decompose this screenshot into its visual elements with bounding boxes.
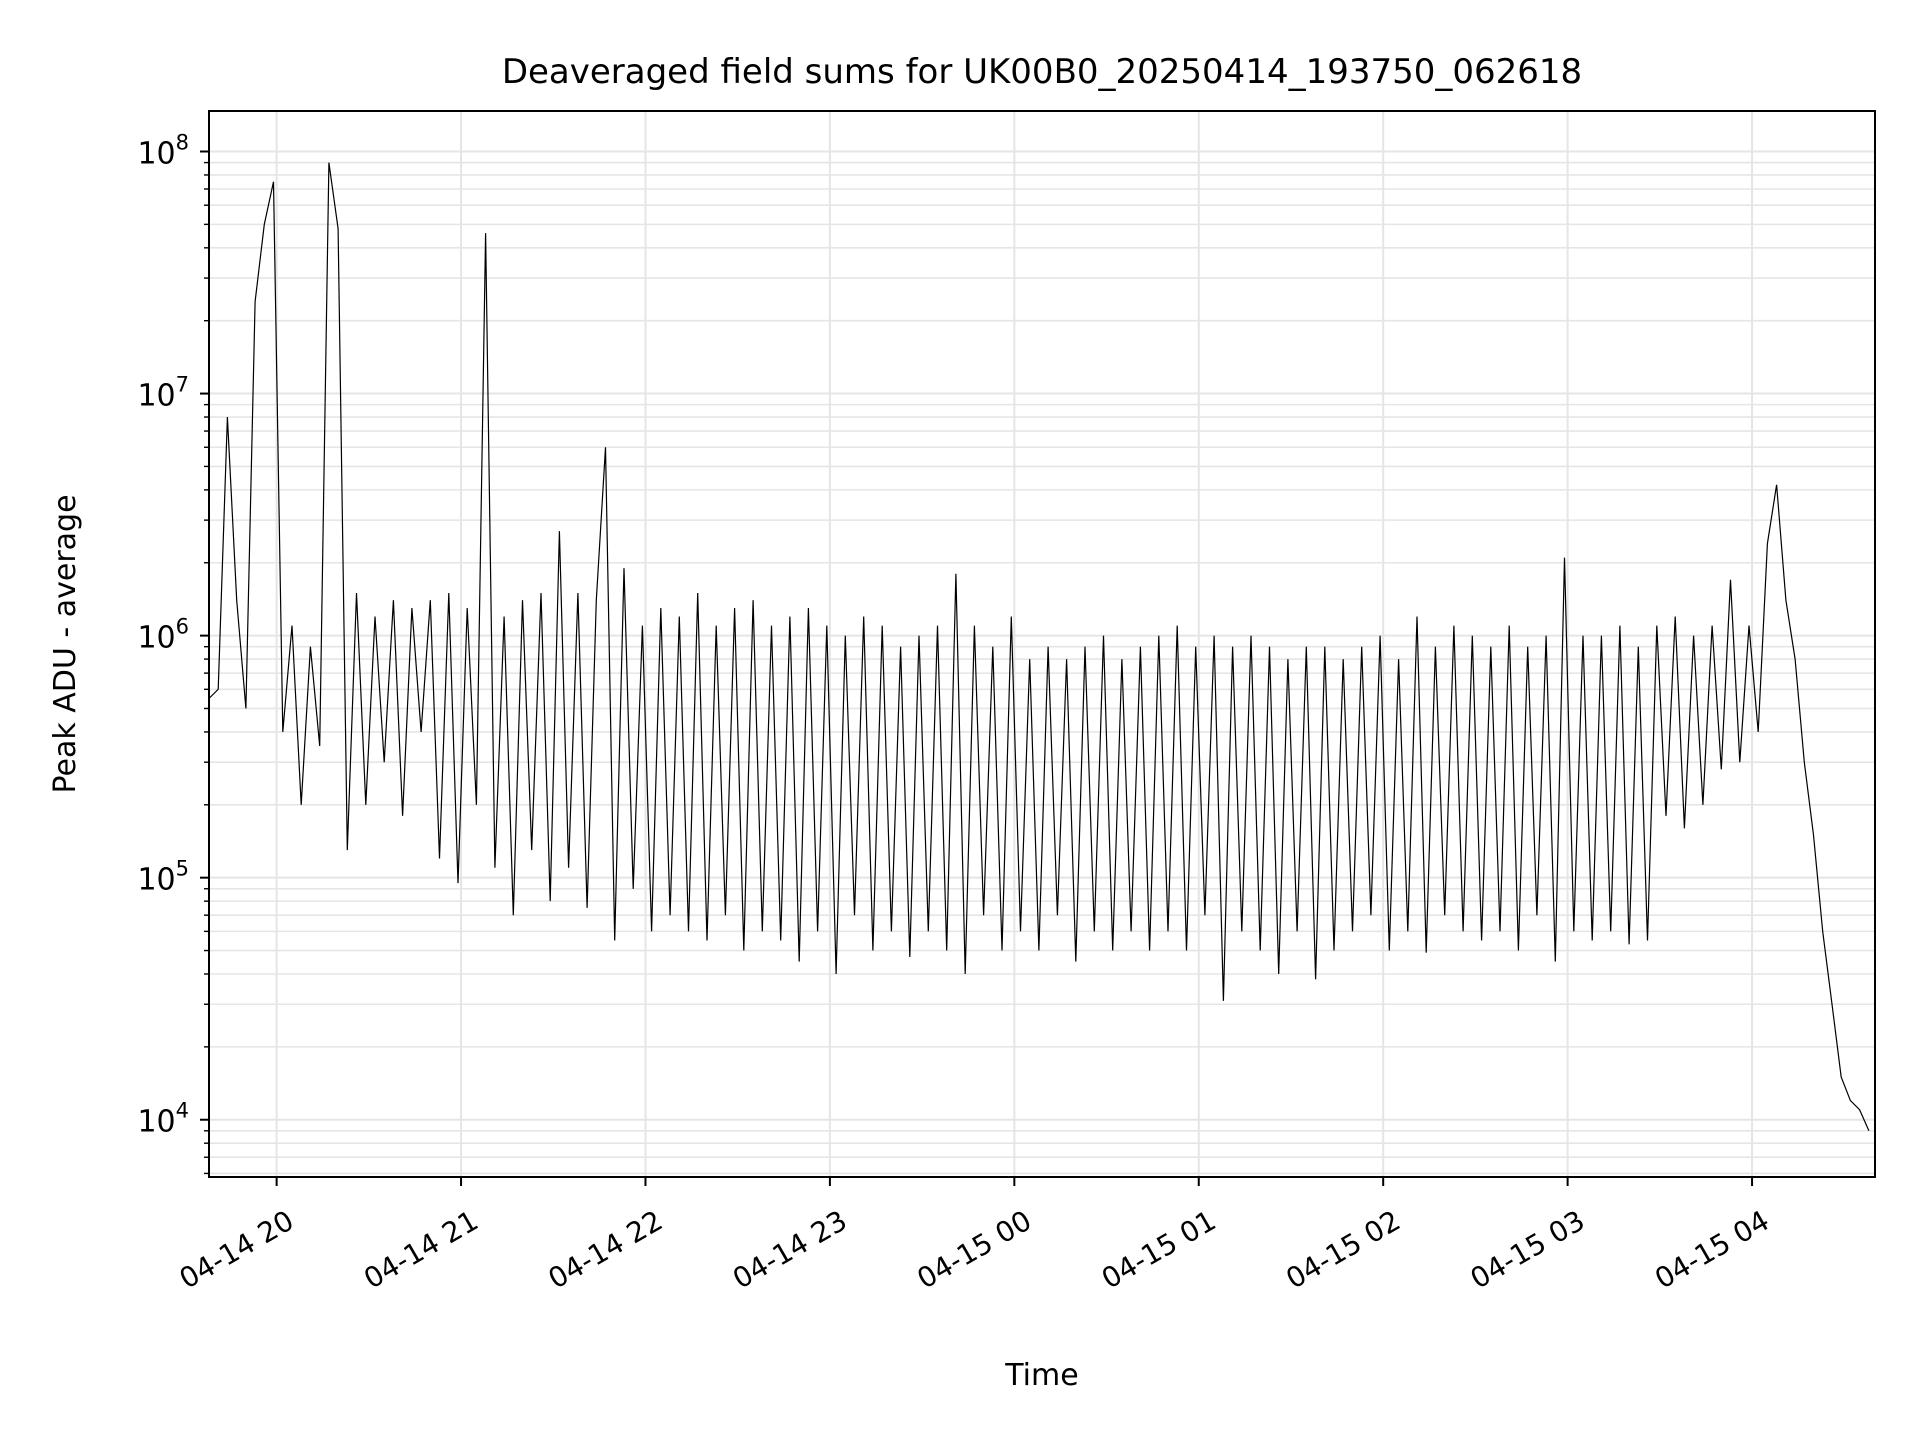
y-tick-base: 10 xyxy=(137,379,175,414)
x-tick-label: 04-15 01 xyxy=(1096,1204,1222,1296)
y-tick-base: 10 xyxy=(137,621,175,656)
y-axis-label: Peak ADU - average xyxy=(48,494,83,793)
x-tick-label: 04-14 23 xyxy=(727,1204,853,1296)
y-tick-base: 10 xyxy=(137,863,175,898)
x-tick-label: 04-14 20 xyxy=(174,1204,300,1296)
x-tick-label: 04-15 04 xyxy=(1649,1204,1775,1296)
y-tick-exponent: 8 xyxy=(176,131,189,155)
plot-frame xyxy=(208,110,1876,1178)
y-tick-base: 10 xyxy=(137,137,175,172)
y-tick-exponent: 4 xyxy=(176,1099,189,1123)
x-tick-label: 04-14 22 xyxy=(543,1204,669,1296)
x-tick-label: 04-15 02 xyxy=(1280,1204,1406,1296)
x-tick-label: 04-15 00 xyxy=(912,1204,1038,1296)
chart-title: Deaveraged field sums for UK00B0_2025041… xyxy=(502,52,1582,92)
y-tick-label: 106 xyxy=(137,615,189,656)
y-tick-exponent: 5 xyxy=(176,857,189,881)
y-tick-label: 107 xyxy=(137,373,189,414)
x-axis: 04-14 20 04-14 21 04-14 22 04-14 23 04-15 00… xyxy=(174,1177,1775,1295)
series-line xyxy=(208,162,1870,1132)
y-tick-exponent: 6 xyxy=(176,615,189,639)
grid xyxy=(209,111,1875,1177)
x-tick-label: 04-15 03 xyxy=(1465,1204,1591,1296)
y-tick-label: 104 xyxy=(137,1099,189,1140)
y-tick-base: 10 xyxy=(137,1105,175,1140)
x-tick-label: 04-14 21 xyxy=(358,1204,484,1296)
x-axis-label: Time xyxy=(1004,1358,1078,1393)
y-tick-exponent: 7 xyxy=(176,373,189,397)
y-tick-label: 105 xyxy=(137,857,189,898)
y-tick-label: 108 xyxy=(137,131,189,172)
